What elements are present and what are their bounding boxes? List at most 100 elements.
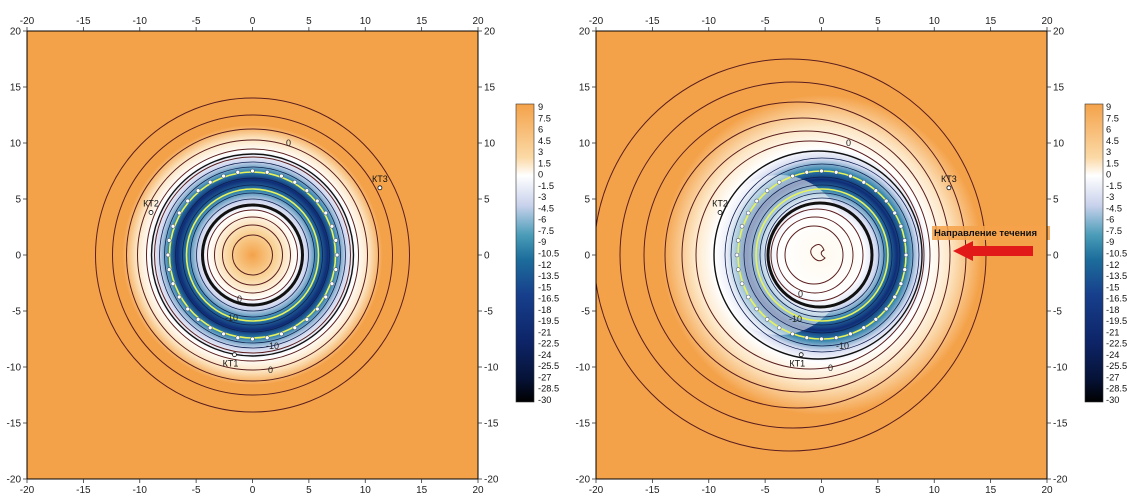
right-contour-map: КТ1 КТ2 КТ3 0 0 0 -10 -10 Направление тече… — [576, 16, 1068, 496]
right-well-point — [746, 210, 751, 216]
left-colorbar-label: -4.5 — [538, 203, 554, 213]
flow-direction-arrow — [953, 241, 1033, 261]
right-xtick-bottom-label: -20 — [589, 485, 604, 496]
right-ytick-right-label: 10 — [1053, 139, 1065, 150]
left-ytick-left-label: -15 — [7, 419, 22, 430]
left-well-point — [221, 331, 226, 337]
right-well-point — [790, 173, 795, 179]
left-well-point — [167, 238, 172, 243]
right-xtick-bottom-label: 15 — [985, 485, 997, 496]
right-colorbar-label: 0 — [1106, 170, 1111, 180]
left-colorbar: 97.564.531.50-1.5-3-4.5-6-7.5-9-10.5-12-… — [515, 102, 559, 405]
left-well-point — [264, 335, 270, 340]
right-well-point — [903, 252, 909, 258]
right-ytick-right-label: -5 — [1053, 307, 1062, 318]
left-observation-point — [148, 210, 154, 215]
left-ytick-right-label: 5 — [484, 195, 490, 206]
left-well-point — [170, 224, 176, 229]
right-well-point — [892, 210, 897, 216]
left-contour-label-0c: 0 — [268, 365, 273, 375]
right-well-point — [739, 224, 745, 229]
left-well-point — [235, 170, 241, 175]
left-well-point — [329, 224, 335, 229]
right-observation-point — [798, 352, 804, 358]
right-contour-label-0a: 0 — [846, 138, 851, 148]
left-colorbar-label: -12 — [538, 260, 551, 270]
right-ytick-left-label: -15 — [576, 419, 591, 430]
left-colorbar-label: -27 — [538, 372, 551, 382]
left-observation-point — [232, 352, 237, 358]
left-zero-contour-inner — [201, 203, 304, 307]
left-zero-contour-outer — [150, 153, 355, 357]
right-ytick-left-label: -10 — [576, 363, 591, 374]
right-xtick-top-label: 10 — [929, 16, 941, 27]
right-contour-label-10a: -10 — [789, 314, 802, 324]
left-ytick-right-label: 0 — [484, 251, 490, 262]
left-colorbar-label: -7.5 — [538, 226, 554, 236]
right-contour-label-0b: 0 — [798, 289, 803, 299]
left-well-point — [292, 325, 297, 330]
right-xtick-bottom-label: 10 — [929, 485, 941, 496]
right-ytick-right-label: 15 — [1053, 83, 1065, 94]
left-ytick-left-label: -10 — [7, 363, 22, 374]
right-xtick-bottom-label: 20 — [1041, 485, 1053, 496]
left-colorbar-label: -30 — [538, 395, 551, 405]
left-ytick-left-label: 20 — [10, 27, 22, 38]
left-well-point — [315, 306, 320, 312]
right-xtick-top-label: -10 — [702, 16, 717, 27]
left-colorbar-label: -25.5 — [538, 361, 559, 371]
left-colorbar-label: -21 — [538, 327, 551, 337]
left-xtick-top-label: -15 — [76, 16, 91, 27]
left-colorbar-label: -1.5 — [538, 181, 554, 191]
right-colorbar-label: 3 — [1106, 147, 1111, 157]
left-xtick-bottom-label: 0 — [250, 485, 256, 496]
left-well-point — [221, 173, 226, 179]
left-contour-label-10b: -10 — [266, 341, 279, 351]
right-well-point — [848, 331, 853, 337]
right-well-point — [892, 294, 897, 300]
right-well-point — [861, 325, 866, 330]
right-xtick-bottom-label: -10 — [702, 485, 717, 496]
left-ytick-left-label: 15 — [10, 83, 22, 94]
right-xtick-bottom-label: 5 — [875, 485, 881, 496]
right-observation-label: КТ1 — [789, 359, 805, 369]
right-contour-label-0c: 0 — [828, 363, 833, 373]
left-contour-label-10a: -10 — [225, 313, 238, 323]
right-well-point — [764, 317, 770, 322]
right-ytick-left-label: 15 — [579, 83, 591, 94]
left-xtick-top-label: 20 — [472, 16, 484, 27]
right-well-point — [898, 281, 904, 286]
left-colorbar-label: -9 — [538, 237, 546, 247]
right-colorbar-label: -22.5 — [1106, 339, 1127, 349]
left-well-point — [304, 188, 310, 193]
left-well-point — [185, 306, 190, 312]
left-axis-ticks: -20-20-15-15-10-10-5-5005510101515202020… — [7, 16, 499, 496]
right-colorbar-label: -9 — [1106, 237, 1114, 247]
left-colorbar-label: 0 — [538, 170, 543, 180]
right-xtick-top-label: 0 — [819, 16, 825, 27]
left-well-point — [195, 188, 201, 193]
left-well-point — [333, 267, 338, 272]
left-colorbar-label: 9 — [538, 102, 543, 112]
left-well-point — [208, 180, 213, 185]
left-ytick-left-label: 0 — [15, 251, 21, 262]
right-colorbar-label: 4.5 — [1106, 136, 1119, 146]
left-ytick-right-label: 15 — [484, 83, 496, 94]
left-observation-points: КТ1 КТ2 КТ3 — [143, 174, 388, 369]
right-colorbar-label: -19.5 — [1106, 316, 1127, 326]
right-colorbar-label: -4.5 — [1106, 203, 1122, 213]
right-colorbar: 97.564.531.50-1.5-3-4.5-6-7.5-9-10.5-12-… — [1084, 102, 1127, 405]
right-well-point — [736, 238, 741, 243]
right-well-point — [754, 306, 759, 312]
right-well-point — [736, 267, 741, 272]
left-well-point — [279, 331, 284, 337]
left-well-point — [334, 252, 340, 258]
right-colorbar-scale — [1084, 103, 1104, 403]
right-ytick-left-label: -5 — [581, 307, 590, 318]
right-ytick-right-label: 0 — [1053, 251, 1059, 262]
right-colorbar-label: -13.5 — [1106, 271, 1127, 281]
left-colorbar-label: 1.5 — [538, 158, 551, 168]
left-ytick-left-label: 10 — [10, 139, 22, 150]
left-colorbar-label: -6 — [538, 215, 546, 225]
